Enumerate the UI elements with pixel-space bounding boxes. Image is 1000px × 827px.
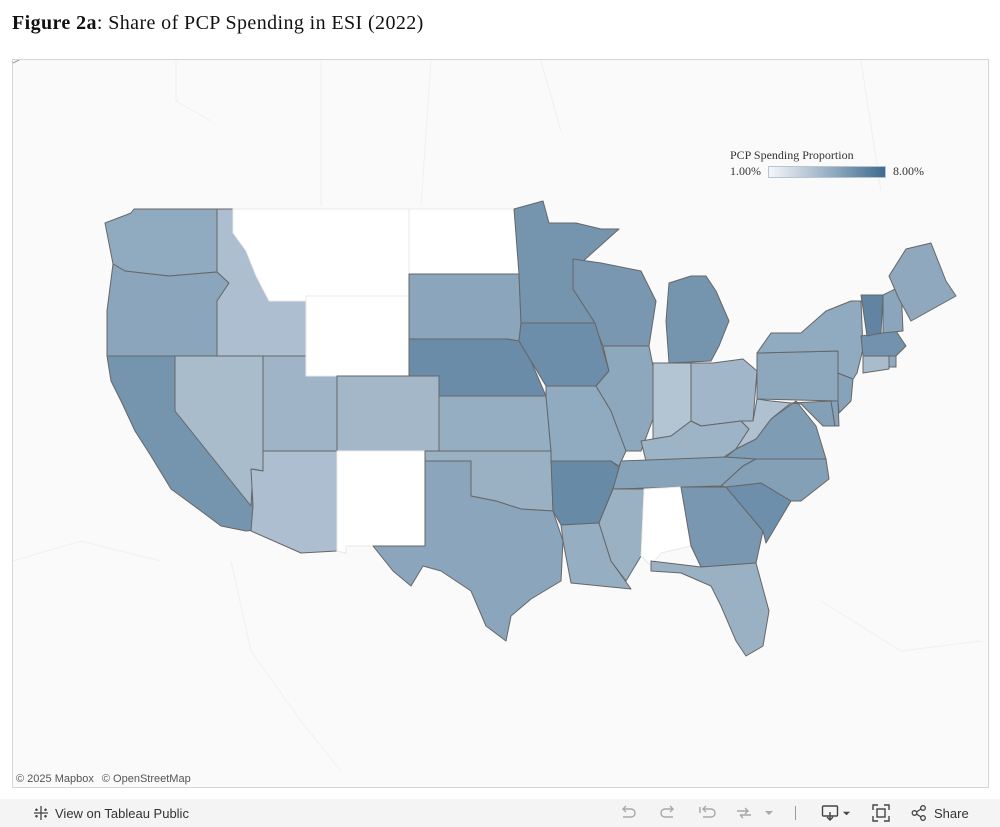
fullscreen-button[interactable] <box>872 799 890 827</box>
state-tx[interactable] <box>372 460 564 642</box>
figure-title: : Share of PCP Spending in ESI (2022) <box>96 12 424 34</box>
tableau-toolbar: View on Tableau Public <box>0 799 1000 827</box>
refresh-icon <box>734 805 754 821</box>
legend-gradient <box>768 165 886 178</box>
basemap <box>13 60 982 772</box>
undo-icon <box>619 805 637 821</box>
share-label: Share <box>934 805 969 821</box>
share-button[interactable]: Share <box>910 799 969 827</box>
tableau-logo-icon <box>33 805 49 821</box>
chevron-down-icon <box>764 808 774 818</box>
refresh-button[interactable] <box>734 799 754 827</box>
revert-button[interactable] <box>698 799 718 827</box>
undo-button[interactable] <box>619 799 637 827</box>
state-vt[interactable] <box>860 294 884 337</box>
us-state-map[interactable] <box>13 60 988 787</box>
state-sd[interactable] <box>408 273 522 342</box>
state-ks[interactable] <box>438 395 552 452</box>
state-mn[interactable] <box>513 200 620 324</box>
state-pa[interactable] <box>756 350 839 402</box>
state-fl[interactable] <box>650 560 770 657</box>
state-co[interactable] <box>336 375 440 452</box>
refresh-dropdown-button[interactable] <box>764 799 774 827</box>
state-ny[interactable] <box>756 300 864 380</box>
view-on-tableau-label: View on Tableau Public <box>55 805 189 821</box>
map-viewport[interactable]: PCP Spending Proportion 1.00% 8.00% © 20… <box>12 59 989 788</box>
state-nj[interactable] <box>837 372 854 414</box>
state-regions <box>104 200 957 657</box>
share-icon <box>910 804 928 822</box>
state-oh[interactable] <box>690 358 758 427</box>
redo-icon <box>659 805 677 821</box>
state-il[interactable] <box>595 345 657 452</box>
state-or[interactable] <box>106 263 230 357</box>
map-attribution: © 2025 Mapbox © OpenStreetMap <box>16 773 196 785</box>
legend-max-label: 8.00% <box>893 164 924 178</box>
state-wa[interactable] <box>104 208 218 277</box>
color-legend: PCP Spending Proportion 1.00% 8.00% <box>730 148 950 179</box>
state-wv[interactable] <box>735 398 792 450</box>
page-title: Figure 2a: Share of PCP Spending in ESI … <box>12 12 424 35</box>
download-button[interactable] <box>821 799 851 827</box>
download-icon <box>821 804 839 822</box>
state-ri[interactable] <box>888 355 897 368</box>
state-nd[interactable] <box>408 208 520 275</box>
revert-icon <box>698 805 718 821</box>
legend-min-label: 1.00% <box>730 164 761 178</box>
state-mi[interactable] <box>665 275 730 364</box>
osm-attribution[interactable]: © OpenStreetMap <box>101 773 191 785</box>
chevron-down-icon <box>842 809 851 818</box>
toolbar-divider <box>795 806 796 820</box>
legend-title: PCP Spending Proportion <box>730 148 854 162</box>
state-nm[interactable] <box>336 450 426 554</box>
state-nc[interactable] <box>720 458 830 502</box>
state-me[interactable] <box>888 242 957 322</box>
mapbox-attribution[interactable]: © 2025 Mapbox <box>16 773 94 785</box>
view-on-tableau-button[interactable]: View on Tableau Public <box>33 799 189 827</box>
state-wy[interactable] <box>305 295 410 377</box>
state-az[interactable] <box>250 450 338 554</box>
state-ct[interactable] <box>862 355 890 374</box>
figure-label: Figure 2a <box>12 12 97 34</box>
redo-button[interactable] <box>659 799 677 827</box>
fullscreen-icon <box>872 804 890 822</box>
